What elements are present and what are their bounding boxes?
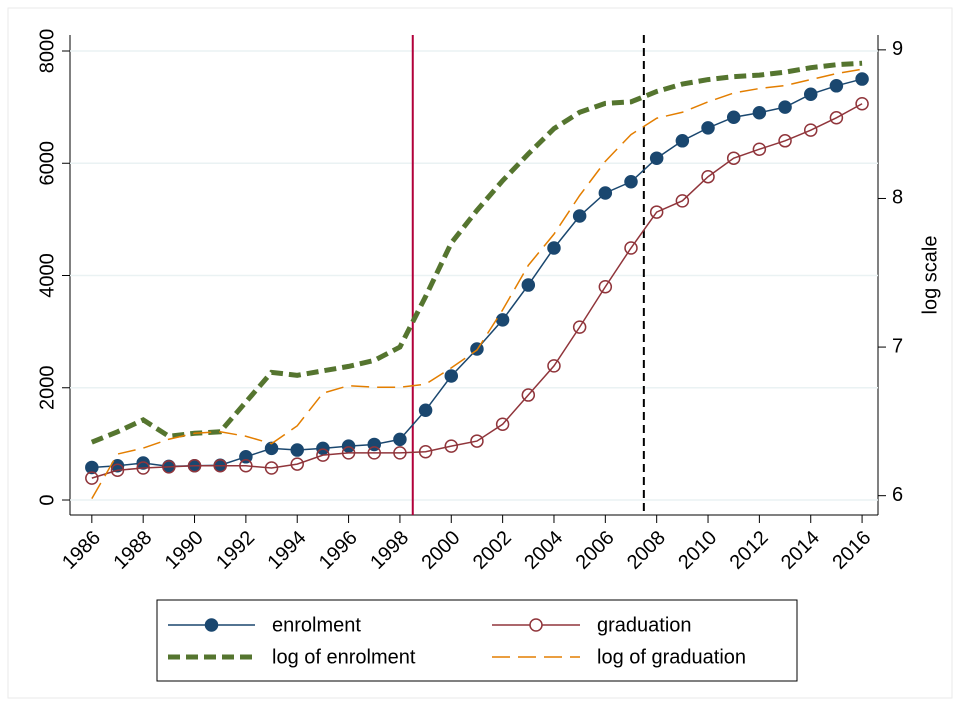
y2-axis-title: log scale [919, 236, 941, 315]
data-point [290, 457, 304, 471]
data-point [675, 194, 690, 208]
data-point [778, 100, 792, 114]
data-point [110, 463, 125, 478]
legend-label: log of enrolment [272, 646, 416, 668]
data-point [803, 87, 818, 101]
data-point [187, 459, 202, 473]
data-point [264, 441, 279, 456]
data-point [393, 446, 407, 460]
data-point [239, 459, 253, 473]
series-line [91, 68, 863, 500]
legend-marker [204, 618, 219, 632]
data-point [572, 209, 587, 223]
data-point [418, 444, 433, 459]
data-point [547, 241, 561, 255]
data-point [752, 142, 767, 156]
data-point [855, 97, 869, 111]
data-point [85, 460, 99, 475]
data-point [598, 279, 613, 294]
legend-label: log of graduation [597, 646, 746, 668]
data-point [444, 369, 459, 383]
data-point [598, 186, 613, 200]
legend-box [156, 599, 798, 682]
data-point [316, 448, 330, 462]
data-point [726, 110, 741, 124]
data-point [136, 456, 150, 470]
data-point [264, 461, 279, 475]
data-point [624, 175, 638, 189]
data-point [701, 121, 715, 135]
y2-tick-label: 6 [892, 484, 903, 506]
data-point [649, 205, 664, 219]
data-point [444, 439, 459, 453]
y-tick-label: 4000 [36, 253, 58, 298]
data-point [829, 79, 844, 93]
data-point [855, 72, 869, 86]
y-tick-label: 0 [36, 494, 58, 505]
data-point [547, 359, 561, 373]
data-point [495, 313, 510, 327]
y-tick-label: 8000 [36, 29, 58, 74]
y-tick-label: 6000 [36, 141, 58, 186]
series-line [91, 103, 863, 479]
data-point [752, 105, 767, 120]
data-point [418, 403, 433, 417]
data-point [701, 169, 715, 184]
y2-tick-label: 7 [892, 335, 903, 357]
data-point [85, 471, 99, 485]
legend-marker [529, 618, 543, 632]
data-point [470, 434, 484, 448]
data-point [341, 446, 356, 460]
data-point [778, 134, 792, 148]
data-point [675, 134, 690, 148]
data-point [521, 278, 536, 292]
y2-tick-label: 9 [892, 38, 903, 60]
data-point [393, 432, 407, 447]
data-point [649, 151, 664, 165]
data-point [521, 388, 536, 402]
data-point [367, 446, 382, 460]
data-point [726, 151, 741, 165]
data-point [290, 443, 304, 457]
data-point [136, 461, 150, 475]
data-point [162, 460, 176, 474]
legend-label: enrolment [272, 614, 361, 636]
legend-label: graduation [597, 614, 692, 636]
data-point [213, 459, 227, 473]
data-point [829, 111, 844, 125]
data-point [624, 241, 638, 255]
data-point [572, 320, 587, 334]
data-point [803, 123, 818, 137]
y-tick-label: 2000 [36, 366, 58, 411]
data-point [495, 417, 510, 431]
y2-tick-label: 8 [892, 187, 903, 209]
